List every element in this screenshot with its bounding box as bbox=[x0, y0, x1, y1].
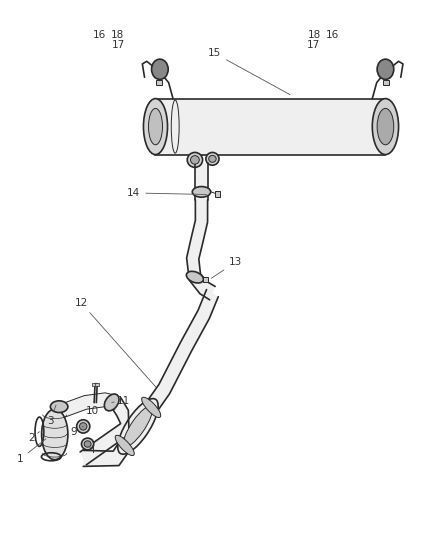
Ellipse shape bbox=[377, 59, 394, 79]
Bar bbox=[203, 277, 208, 282]
Ellipse shape bbox=[115, 435, 134, 456]
Ellipse shape bbox=[81, 438, 94, 450]
Ellipse shape bbox=[80, 423, 87, 430]
Bar bbox=[156, 80, 162, 85]
Text: 9: 9 bbox=[70, 426, 83, 437]
Polygon shape bbox=[80, 398, 129, 465]
Text: 17: 17 bbox=[112, 41, 125, 50]
Ellipse shape bbox=[148, 108, 162, 145]
Ellipse shape bbox=[124, 406, 152, 447]
Text: 1: 1 bbox=[16, 439, 46, 464]
Text: 14: 14 bbox=[127, 188, 207, 198]
Ellipse shape bbox=[50, 401, 68, 413]
Bar bbox=[95, 383, 99, 386]
Polygon shape bbox=[187, 200, 215, 300]
Bar bbox=[92, 383, 96, 386]
Ellipse shape bbox=[118, 399, 158, 454]
Polygon shape bbox=[62, 393, 117, 417]
Text: 18: 18 bbox=[111, 30, 124, 39]
Ellipse shape bbox=[187, 271, 203, 283]
Text: 13: 13 bbox=[211, 257, 242, 278]
Polygon shape bbox=[155, 99, 385, 155]
Ellipse shape bbox=[77, 420, 90, 433]
Ellipse shape bbox=[42, 409, 68, 459]
Ellipse shape bbox=[84, 441, 91, 447]
Ellipse shape bbox=[104, 394, 119, 411]
Ellipse shape bbox=[191, 156, 199, 164]
Ellipse shape bbox=[372, 99, 399, 155]
Text: 17: 17 bbox=[307, 41, 320, 50]
Polygon shape bbox=[83, 289, 218, 466]
Bar bbox=[383, 80, 389, 85]
Text: 16: 16 bbox=[326, 30, 339, 39]
Polygon shape bbox=[195, 163, 208, 200]
Ellipse shape bbox=[208, 156, 216, 162]
Ellipse shape bbox=[141, 397, 161, 417]
Text: 2: 2 bbox=[28, 432, 39, 443]
Text: 16: 16 bbox=[93, 30, 106, 39]
Bar bbox=[215, 191, 220, 197]
Ellipse shape bbox=[187, 152, 202, 167]
Text: 10: 10 bbox=[85, 407, 99, 416]
Text: 3: 3 bbox=[47, 405, 56, 426]
Text: 18: 18 bbox=[308, 30, 321, 39]
Ellipse shape bbox=[377, 108, 394, 145]
Text: 4: 4 bbox=[88, 446, 95, 455]
Ellipse shape bbox=[143, 99, 167, 155]
Text: 11: 11 bbox=[112, 396, 130, 406]
Ellipse shape bbox=[206, 152, 219, 165]
Ellipse shape bbox=[192, 187, 211, 197]
Text: 15: 15 bbox=[208, 49, 290, 94]
Text: 12: 12 bbox=[74, 298, 156, 387]
Ellipse shape bbox=[152, 59, 168, 79]
